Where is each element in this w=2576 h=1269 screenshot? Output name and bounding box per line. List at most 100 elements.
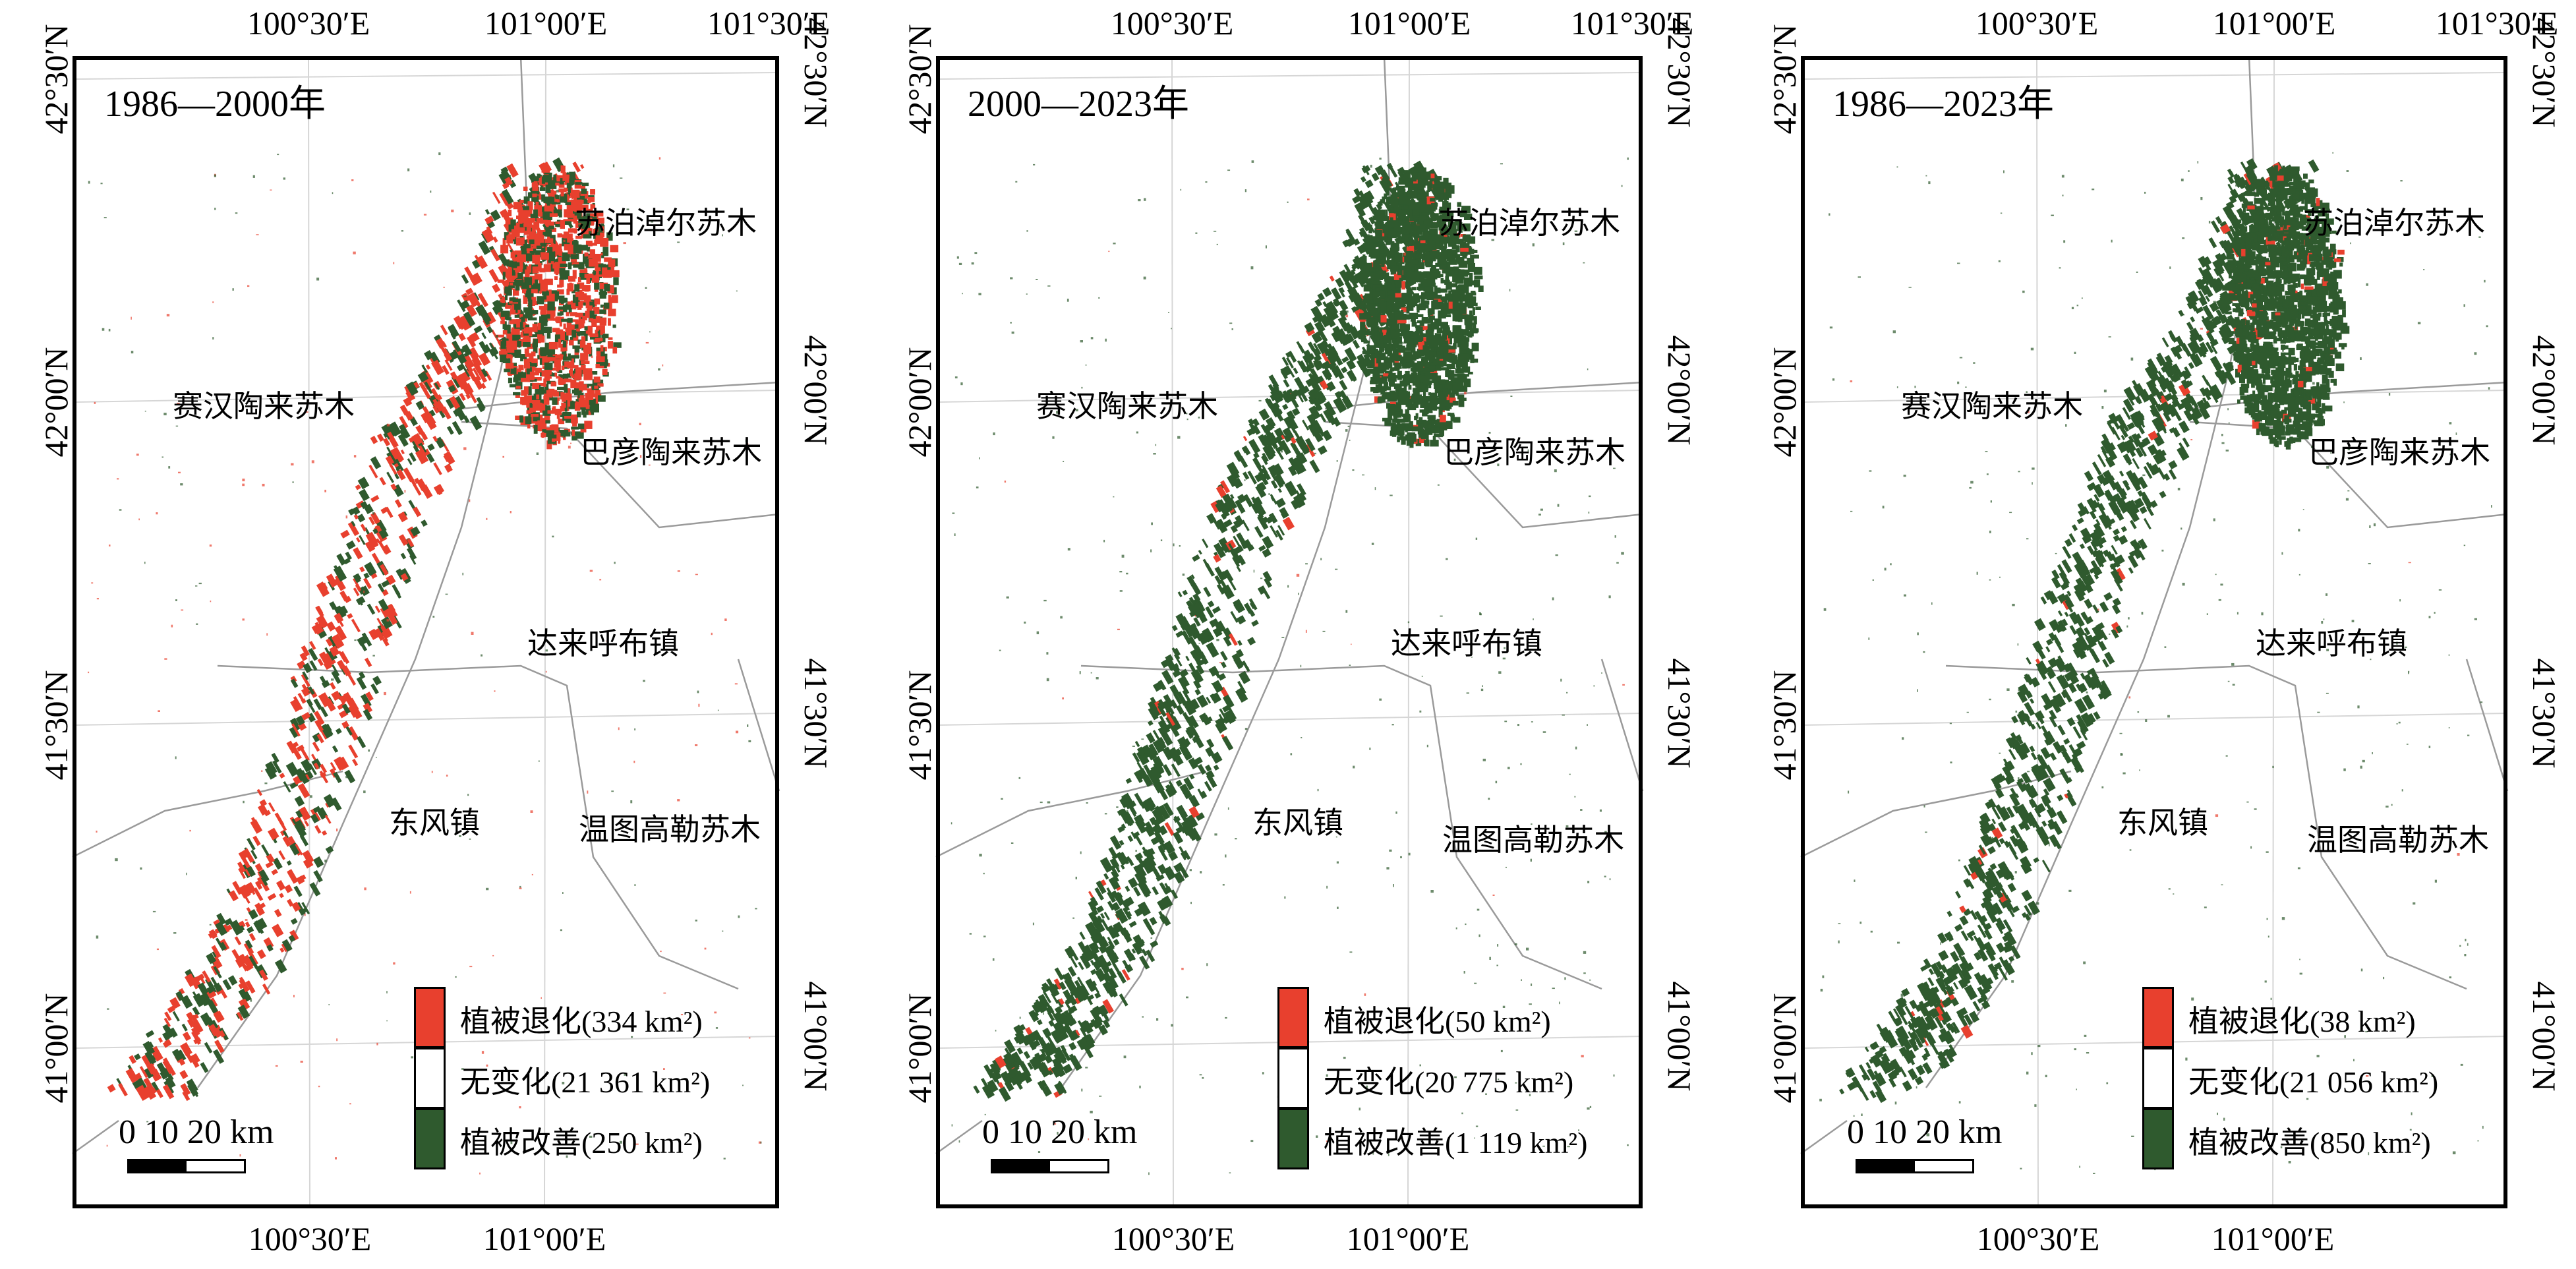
change-patch: [608, 259, 616, 268]
change-patch: [549, 251, 556, 260]
change-patch: [579, 384, 587, 391]
change-patch: [564, 400, 571, 407]
change-patch: [229, 920, 244, 936]
change-patch: [1168, 781, 1177, 794]
change-speckle: [349, 1103, 351, 1105]
change-speckle: [486, 517, 488, 520]
change-patch: [509, 281, 517, 285]
change-patch: [291, 818, 297, 825]
change-patch: [1207, 600, 1215, 608]
change-patch: [463, 415, 470, 423]
change-patch: [1293, 494, 1306, 508]
change-patch: [537, 236, 541, 243]
change-patch: [216, 912, 227, 926]
change-patch: [1214, 575, 1222, 585]
change-patch: [574, 206, 582, 212]
change-patch: [524, 231, 533, 235]
change-patch: [497, 280, 505, 283]
change-patch: [1403, 280, 1415, 296]
change-patch: [594, 228, 603, 235]
change-patch: [1343, 264, 1353, 278]
change-patch: [481, 368, 488, 378]
change-patch: [587, 388, 595, 396]
change-patch: [1205, 606, 1214, 618]
change-patch: [598, 264, 606, 268]
change-patch: [1262, 535, 1274, 549]
change-patch: [343, 558, 351, 565]
change-patch: [561, 299, 564, 304]
change-patch: [151, 1081, 160, 1092]
change-speckle: [634, 728, 636, 730]
change-speckle: [245, 919, 248, 921]
change-patch: [502, 238, 506, 248]
change-patch: [385, 506, 394, 518]
change-speckle: [746, 443, 749, 446]
change-patch: [370, 683, 379, 695]
vegetation-change-raster: [951, 157, 1629, 1175]
change-patch: [298, 806, 311, 821]
change-speckle: [495, 335, 498, 338]
change-patch: [330, 761, 337, 771]
change-patch: [539, 176, 544, 186]
change-patch: [1215, 518, 1228, 534]
change-patch: [563, 231, 570, 239]
change-patch: [529, 371, 535, 380]
change-speckle: [479, 1172, 481, 1175]
change-speckle: [423, 214, 427, 216]
change-patch: [472, 367, 482, 381]
change-patch: [541, 390, 546, 394]
change-patch: [532, 254, 541, 264]
change-patch: [603, 303, 610, 309]
change-patch: [353, 574, 361, 583]
change-patch: [536, 245, 542, 250]
change-patch: [542, 408, 551, 416]
change-patch: [571, 319, 579, 322]
change-patch: [572, 162, 581, 173]
change-patch: [1117, 971, 1127, 984]
place-label-saihan: 赛汉陶来苏木: [173, 390, 355, 423]
change-patch: [525, 327, 535, 332]
change-speckle: [445, 593, 448, 595]
boundary-line: [935, 770, 1207, 858]
change-patch: [1221, 736, 1234, 751]
change-patch: [1254, 473, 1263, 483]
change-patch: [1094, 887, 1105, 900]
change-patch: [394, 589, 402, 599]
change-speckle: [393, 262, 395, 264]
change-patch: [1363, 190, 1375, 202]
change-speckle: [459, 835, 461, 837]
change-patch: [521, 356, 527, 359]
change-patch: [365, 657, 372, 667]
change-patch: [1011, 1051, 1024, 1067]
graticule-line: [72, 713, 780, 726]
change-patch: [508, 377, 512, 384]
change-patch: [533, 377, 542, 381]
change-patch: [558, 379, 566, 384]
change-patch: [554, 432, 561, 441]
change-patch: [1346, 359, 1357, 370]
change-patch: [407, 546, 417, 560]
change-patch: [1220, 480, 1231, 494]
change-patch: [1198, 550, 1202, 555]
change-patch: [541, 281, 548, 289]
change-speckle: [235, 212, 238, 214]
change-speckle: [242, 479, 245, 482]
change-speckle: [532, 252, 535, 254]
change-speckle: [738, 915, 740, 918]
change-patch: [374, 605, 381, 613]
change-patch: [509, 319, 518, 324]
change-patch: [543, 264, 551, 272]
change-speckle: [463, 447, 467, 450]
change-patch: [370, 494, 380, 503]
change-patch: [415, 400, 425, 410]
change-speckle: [407, 538, 409, 541]
change-patch: [572, 241, 579, 245]
change-patch: [526, 227, 531, 231]
change-patch: [1164, 822, 1175, 837]
change-speckle: [564, 297, 568, 301]
change-speckle: [643, 680, 645, 682]
change-patch: [421, 365, 428, 374]
change-speckle: [386, 991, 388, 993]
change-patch: [1342, 239, 1350, 248]
change-patch: [360, 694, 372, 708]
